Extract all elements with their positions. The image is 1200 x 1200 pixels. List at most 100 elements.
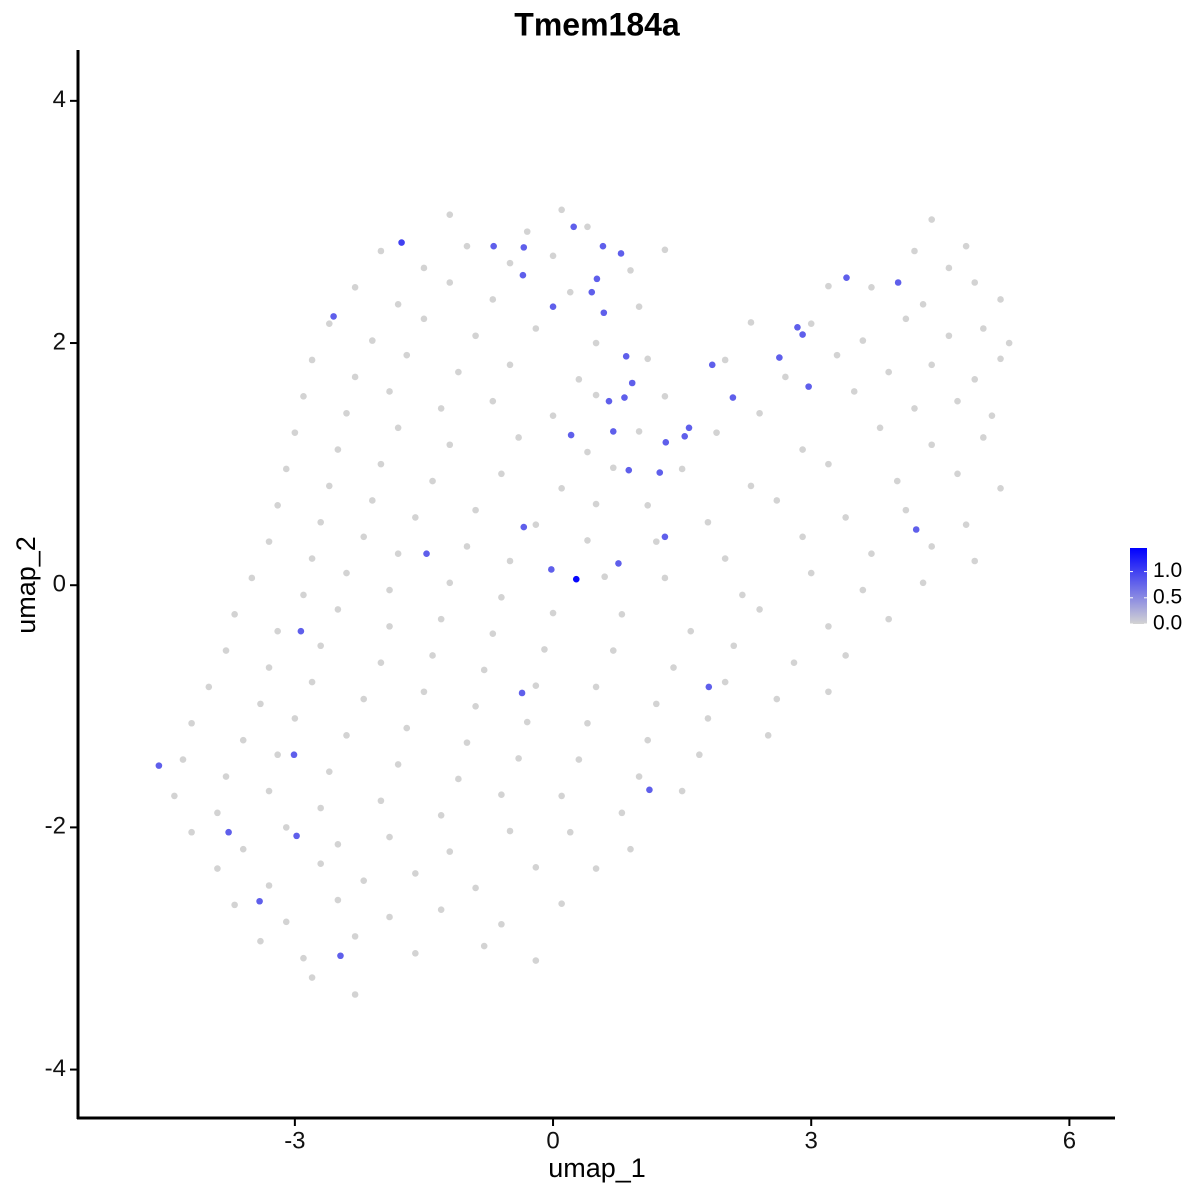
point: [472, 506, 479, 514]
point: [919, 579, 927, 587]
point: [730, 642, 738, 650]
point: [599, 242, 607, 250]
point: [377, 247, 385, 255]
point: [842, 652, 849, 659]
point: [617, 250, 625, 257]
point: [377, 797, 385, 805]
point: [593, 275, 601, 283]
point: [420, 315, 428, 323]
point: [351, 991, 359, 998]
point: [661, 393, 669, 400]
point: [928, 543, 935, 550]
point: [687, 627, 695, 635]
point: [480, 666, 488, 674]
point: [257, 937, 264, 945]
point: [584, 448, 591, 456]
point: [575, 376, 583, 383]
point: [713, 429, 720, 436]
point: [490, 242, 497, 250]
colorbar-tick-label: 1.0: [1153, 559, 1182, 582]
point: [369, 337, 376, 344]
point: [239, 736, 247, 744]
point: [945, 332, 953, 340]
x-tick-label: 0: [546, 1127, 559, 1154]
point: [794, 323, 801, 331]
point: [572, 575, 580, 583]
point: [549, 412, 557, 419]
point: [627, 845, 634, 853]
point: [661, 246, 669, 254]
point: [343, 732, 350, 739]
point: [799, 331, 806, 338]
point: [627, 267, 634, 274]
point: [489, 397, 497, 405]
point: [360, 533, 368, 541]
point: [868, 284, 875, 291]
point: [615, 560, 622, 567]
point: [188, 828, 195, 836]
point: [498, 920, 505, 928]
point: [646, 786, 653, 794]
chart-title: Tmem184a: [514, 6, 680, 42]
y-tick-label: -4: [45, 1055, 66, 1082]
point: [773, 695, 781, 703]
point: [334, 606, 342, 613]
point: [609, 647, 617, 654]
point: [644, 736, 652, 744]
point: [256, 897, 263, 905]
point: [833, 351, 841, 359]
point: [681, 432, 689, 440]
point: [678, 787, 686, 795]
point: [265, 538, 273, 545]
point: [911, 247, 918, 255]
y-axis-label: umap_2: [11, 536, 41, 634]
point: [455, 775, 462, 783]
point: [282, 918, 290, 926]
point: [300, 591, 307, 599]
point: [308, 356, 316, 364]
point: [317, 642, 324, 650]
point: [971, 376, 979, 383]
point: [971, 279, 979, 286]
point: [437, 405, 445, 412]
point: [954, 397, 961, 405]
point: [756, 409, 763, 417]
point: [334, 841, 342, 848]
point: [403, 724, 411, 732]
x-tick-label: 3: [805, 1127, 818, 1154]
point: [446, 279, 454, 286]
point: [980, 325, 987, 332]
point: [635, 773, 643, 780]
point: [592, 683, 600, 691]
point: [588, 288, 596, 296]
point: [776, 354, 783, 361]
point: [661, 574, 669, 582]
point: [519, 271, 527, 279]
point: [601, 573, 608, 581]
point: [859, 337, 867, 344]
point: [222, 773, 230, 780]
point: [239, 845, 247, 853]
point: [807, 320, 815, 327]
point: [446, 848, 454, 855]
point: [532, 325, 540, 332]
point: [962, 242, 970, 250]
point: [928, 441, 935, 449]
point: [704, 715, 712, 722]
point: [825, 282, 832, 290]
point: [790, 659, 798, 667]
point: [558, 485, 565, 492]
point: [265, 787, 273, 795]
point: [394, 424, 402, 432]
point: [394, 550, 402, 558]
y-tick-label: 2: [53, 328, 66, 355]
point: [472, 332, 479, 340]
point: [805, 383, 812, 390]
point: [472, 702, 479, 710]
point: [437, 906, 445, 914]
point: [437, 811, 445, 819]
point: [605, 397, 613, 405]
point: [532, 682, 540, 690]
point: [498, 594, 505, 601]
point: [398, 239, 405, 246]
